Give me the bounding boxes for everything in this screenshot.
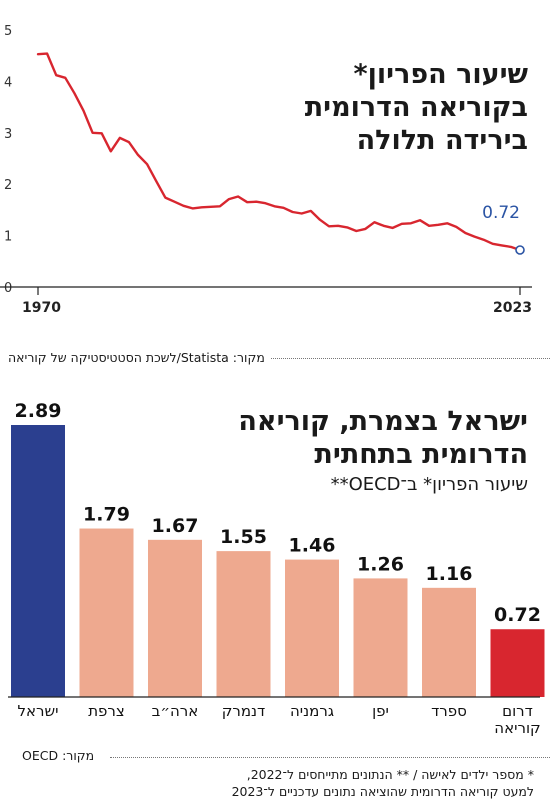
category-label: גרמניה [290,702,334,720]
bar-chart-subtitle: שיעור הפריון* ב־OECD** [330,474,528,495]
bar-value-label: 1.79 [83,504,130,526]
bar-value-label: 1.55 [220,526,267,548]
category-label: דנמרק [222,702,266,720]
bar-value-label: 1.67 [152,515,199,537]
footnote-2: למעט קוריאה הדרומית שהוציאה נתונים עדכני… [231,784,534,799]
fertility-line [36,52,522,252]
line-title-line-3: בירידה תלולה [356,125,528,156]
bar [216,551,271,697]
bar-value-label: 2.89 [15,400,62,422]
y-tick-label: 3 [4,127,12,142]
x-tick-label: 2023 [493,300,532,316]
category-label: יפן [372,702,389,720]
bar [79,528,134,697]
line-chart: 0 1 2 3 4 5 1970 2023 0.72 [0,24,532,316]
line-chart-title: שיעור הפריון* בקוריאה הדרומית בירידה תלו… [305,58,528,157]
bar-chart: 2.89 ישראל 1.79 צרפת 1.67 ארה״ב 1.55 דנמרק 1.46 ג… [8,400,545,737]
footnote-1: * מספר ילדים לאישה / ** הנתונים מתייחסים… [246,767,534,782]
y-tick-label: 4 [4,75,12,90]
category-label: דרום [502,702,533,720]
bar-source: מקור: OECD [22,748,101,763]
bar-value-label: 1.16 [426,563,473,585]
bar-value-label: 1.26 [357,553,404,575]
divider-2 [110,757,550,758]
last-value-label: 0.72 [482,203,520,223]
category-label: ישראל [17,702,58,720]
divider [108,358,550,359]
y-tick-label: 2 [4,178,12,193]
bar-value-label: 0.72 [494,604,541,626]
last-point-marker [515,245,525,255]
y-tick-label: 5 [4,24,12,39]
line-title-line-2: בקוריאה הדרומית [304,92,528,123]
footnotes: * מספר ילדים לאישה / ** הנתונים מתייחסים… [232,766,534,800]
category-label: ארה״ב [152,702,199,720]
bar [285,559,339,697]
category-label: ספרד [431,702,467,720]
bar [490,629,545,697]
line-title-line-1: שיעור הפריון* [353,59,529,90]
bar-title-line-1: ישראל בצמרת, קוריאה [238,406,528,437]
x-tick-label: 1970 [22,300,61,316]
bar [353,578,408,697]
line-source: מקור: Statista/לשכת הסטטיסטיקה של קוריאה [8,350,271,365]
bar-title-line-2: הדרומית בתחתית [314,439,528,470]
y-tick-label: 1 [4,230,12,245]
bar [422,587,476,697]
bar [11,425,65,697]
category-label: צרפת [88,702,125,720]
bar-chart-title: ישראל בצמרת, קוריאה הדרומית בתחתית [238,405,528,471]
bar [148,539,202,697]
bar-value-label: 1.46 [289,535,336,557]
y-tick-label: 0 [4,281,12,296]
category-label: קוריאה [494,719,540,737]
